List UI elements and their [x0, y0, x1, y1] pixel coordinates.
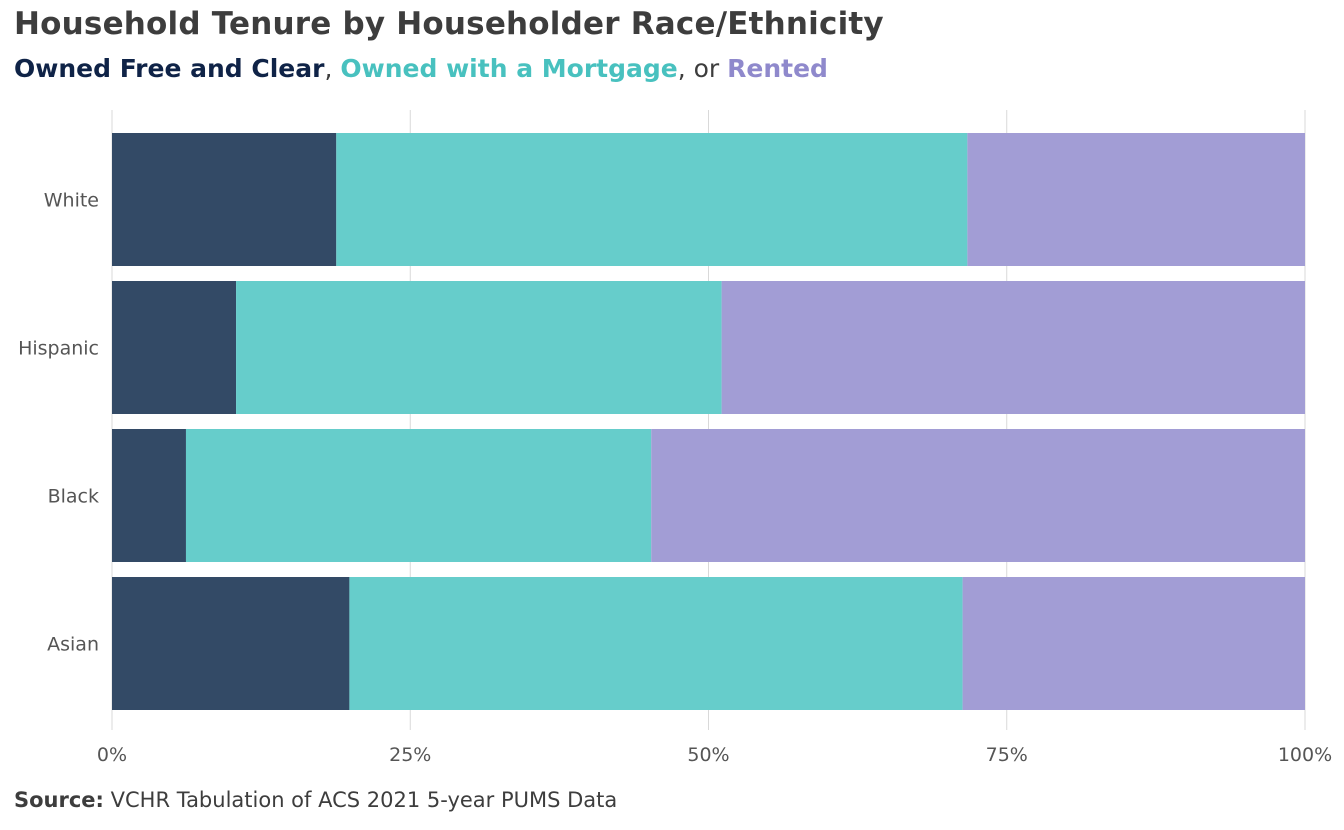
chart-subtitle-legend: Owned Free and Clear, Owned with a Mortg… [14, 54, 828, 83]
bar-segment-rented [962, 577, 1305, 710]
source-label: Source: [14, 788, 104, 812]
bar-segment-owned-mortgage [349, 577, 963, 710]
legend-separator: , [324, 54, 341, 83]
source-text: VCHR Tabulation of ACS 2021 5-year PUMS … [103, 788, 618, 812]
x-tick-label: 75% [986, 744, 1028, 766]
stacked-bar-chart: White Hispanic Black Asian 0% 25% 50% 75% 100% [18, 110, 1332, 766]
bar-segment-owned-free [112, 281, 237, 414]
bar-segment-rented [967, 133, 1305, 266]
legend-separator: , or [677, 54, 728, 83]
legend-owned-mortgage: Owned with a Mortgage [340, 54, 678, 83]
source-note: Source: VCHR Tabulation of ACS 2021 5-ye… [14, 788, 617, 812]
bar-segment-rented [721, 281, 1305, 414]
legend-rented: Rented [727, 54, 828, 83]
bar-segment-owned-mortgage [236, 281, 722, 414]
bar-segment-owned-mortgage [185, 429, 652, 562]
category-label: Asian [47, 634, 99, 656]
bar-segment-owned-free [112, 429, 186, 562]
bar-segment-rented [651, 429, 1305, 562]
bar-segment-owned-free [112, 577, 350, 710]
x-tick-label: 0% [97, 744, 127, 766]
x-tick-label: 25% [389, 744, 431, 766]
x-tick-label: 50% [687, 744, 729, 766]
chart-title: Household Tenure by Householder Race/Eth… [14, 6, 884, 42]
bar-segment-owned-mortgage [336, 133, 968, 266]
legend-owned-free: Owned Free and Clear [14, 54, 325, 83]
category-label: Hispanic [18, 338, 99, 360]
category-label: Black [48, 486, 99, 508]
x-tick-label: 100% [1278, 744, 1332, 766]
bar-segment-owned-free [112, 133, 337, 266]
category-label: White [44, 190, 99, 212]
